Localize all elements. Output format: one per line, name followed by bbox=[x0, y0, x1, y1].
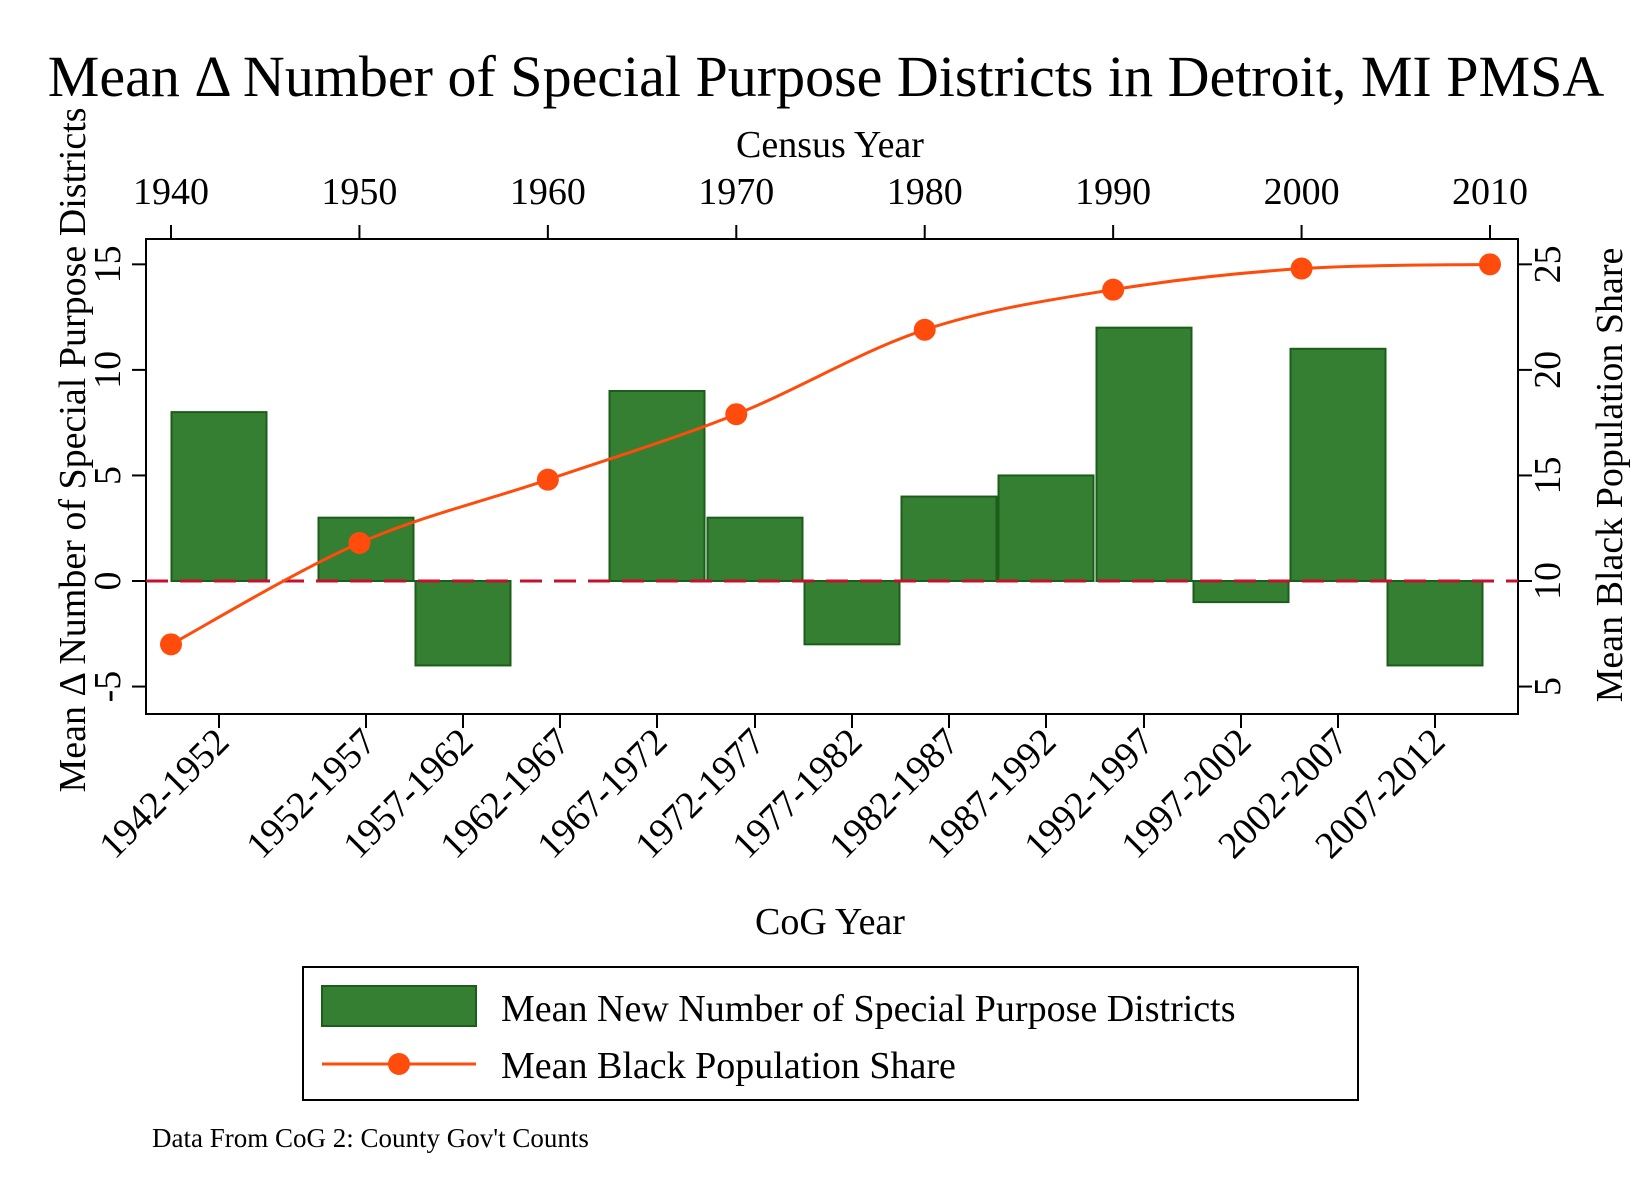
x-axis-label: CoG Year bbox=[755, 901, 905, 943]
data-source-note: Data From CoG 2: County Gov't Counts bbox=[152, 1123, 589, 1153]
top-axis-label: Census Year bbox=[736, 124, 924, 166]
legend-line-marker bbox=[388, 1053, 410, 1075]
plot-frame bbox=[145, 238, 1519, 715]
black-share-point-1980 bbox=[913, 318, 936, 341]
top-tick-label: 1990 bbox=[1075, 171, 1151, 213]
bar-1942-1952 bbox=[170, 411, 268, 582]
top-tick-label: 2010 bbox=[1452, 171, 1528, 213]
black-share-point-1990 bbox=[1102, 278, 1125, 301]
y2-axis-label: Mean Black Population Share bbox=[1589, 248, 1631, 703]
legend-line-label: Mean Black Population Share bbox=[501, 1045, 956, 1087]
x-tick-label: 1942-1952 bbox=[91, 721, 237, 867]
y-tick-label: 5 bbox=[87, 466, 129, 485]
y2-tick-label: 5 bbox=[1527, 677, 1569, 696]
y2-tick-label: 20 bbox=[1527, 351, 1569, 389]
bar-1957-1962 bbox=[414, 580, 512, 667]
bar-2002-2007 bbox=[1289, 347, 1387, 582]
y-axis-label: Mean Δ Number of Special Purpose Distric… bbox=[52, 107, 94, 792]
y-tick-label: 15 bbox=[87, 245, 129, 283]
legend-box bbox=[302, 966, 1359, 1101]
legend-bar-label: Mean New Number of Special Purpose Distr… bbox=[501, 988, 1236, 1030]
black-share-point-2010 bbox=[1479, 253, 1501, 276]
y2-tick-label: 25 bbox=[1527, 245, 1569, 283]
bar-1982-1987 bbox=[900, 495, 998, 582]
legend-bar-swatch bbox=[321, 985, 477, 1027]
black-share-point-1970 bbox=[725, 403, 748, 426]
y-tick-label: -5 bbox=[87, 671, 129, 703]
top-tick-label: 1980 bbox=[887, 171, 963, 213]
y2-tick-label: 10 bbox=[1527, 562, 1569, 600]
y2-tick-label: 15 bbox=[1527, 456, 1569, 494]
black-share-point-2000 bbox=[1290, 257, 1313, 280]
black-share-point-1940 bbox=[160, 633, 182, 656]
bar-1997-2002 bbox=[1192, 580, 1290, 604]
bar-1967-1972 bbox=[608, 390, 706, 582]
y-tick-label: 10 bbox=[87, 351, 129, 389]
top-tick-label: 1960 bbox=[510, 171, 586, 213]
bar-1972-1977 bbox=[706, 516, 804, 583]
legend: Mean New Number of Special Purpose Distr… bbox=[302, 966, 1359, 1101]
bar-1992-1997 bbox=[1095, 326, 1193, 582]
y-tick-label: 0 bbox=[87, 572, 129, 591]
bar-1987-1992 bbox=[997, 474, 1095, 583]
top-tick-label: 1970 bbox=[698, 171, 774, 213]
bar-1977-1982 bbox=[803, 580, 901, 646]
top-tick-label: 2000 bbox=[1264, 171, 1340, 213]
bar-2007-2012 bbox=[1386, 580, 1484, 667]
black-share-point-1950 bbox=[348, 532, 371, 554]
top-tick-label: 1940 bbox=[133, 171, 209, 213]
chart-title: Mean Δ Number of Special Purpose Distric… bbox=[48, 44, 1605, 109]
black-share-line bbox=[170, 262, 1491, 646]
top-tick-label: 1950 bbox=[321, 171, 397, 213]
black-share-point-1960 bbox=[536, 468, 559, 491]
